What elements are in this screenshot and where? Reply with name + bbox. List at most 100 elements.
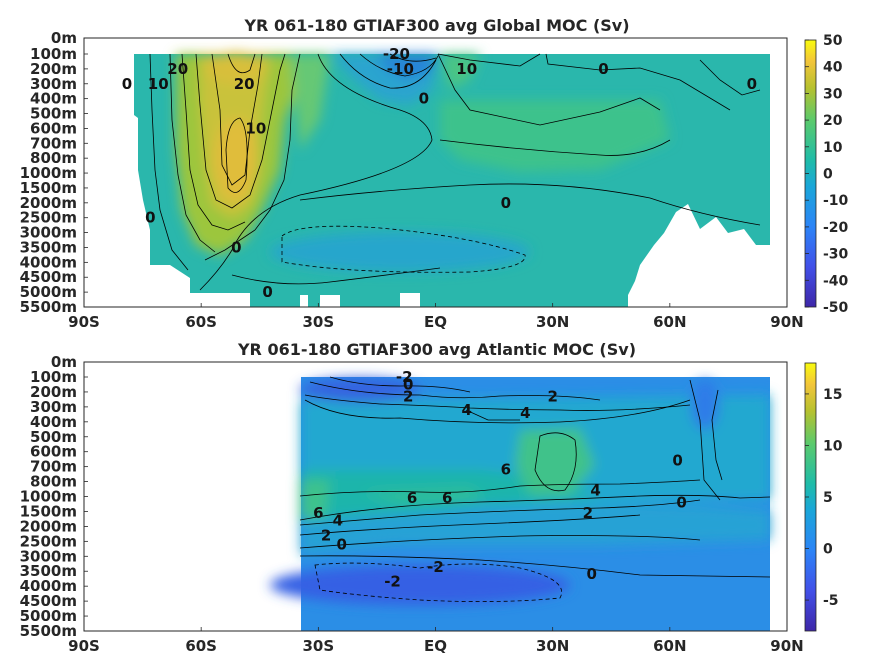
contour-label: -2	[384, 573, 401, 591]
y-tick-label: 1000m	[20, 164, 77, 182]
global-y-ticks: 0m100m200m300m400m500m600m700m800m1000m1…	[20, 29, 88, 316]
x-tick-label: 60S	[185, 313, 217, 331]
y-tick-label: 300m	[30, 75, 77, 93]
y-tick-label: 100m	[30, 45, 77, 63]
contour-label: -2	[396, 368, 413, 386]
y-tick-label: 2500m	[20, 209, 77, 227]
y-tick-label: 700m	[30, 134, 77, 152]
colorbar-tick-label: -50	[823, 300, 849, 316]
y-tick-label: 1500m	[20, 179, 77, 197]
contour-label: 10	[456, 60, 477, 78]
y-tick-label: 3500m	[20, 238, 77, 256]
contour-label: 6	[442, 489, 452, 507]
contour-label: 2	[583, 504, 593, 522]
colorbar-tick-label: 0	[823, 167, 833, 183]
y-tick-label: 300m	[30, 398, 77, 416]
y-tick-label: 2000m	[20, 517, 77, 535]
colorbar-tick-label: -5	[823, 593, 839, 609]
y-tick-label: 4000m	[20, 253, 77, 271]
y-tick-label: 3500m	[20, 562, 77, 580]
contour-label: 4	[590, 482, 600, 500]
y-tick-label: 2500m	[20, 532, 77, 550]
x-tick-label: 60S	[185, 637, 217, 655]
contour-label: 0	[672, 452, 682, 470]
contour-label: 0	[122, 75, 132, 93]
global-colorbar-ticks: 50 40 30 20 10 0 -10 -20 -30 -40 -50	[805, 33, 849, 316]
contour-label: 6	[407, 489, 417, 507]
atlantic-x-ticks: 90S 60S 30S EQ 30N 60N 90N	[68, 627, 804, 655]
y-tick-label: 5500m	[20, 622, 77, 640]
contour-label: 0	[145, 209, 155, 227]
atlantic-title: YR 061-180 GTIAF300 avg Atlantic MOC (Sv…	[237, 340, 636, 359]
atlantic-colorbar-ticks: 15 10 5 0 -5	[805, 387, 843, 609]
colorbar-tick-label: 50	[823, 33, 843, 49]
contour-label: 10	[148, 75, 169, 93]
colorbar-tick-label: 40	[823, 60, 843, 76]
y-tick-label: 3000m	[20, 224, 77, 242]
y-tick-label: 700m	[30, 458, 77, 476]
y-tick-label: 500m	[30, 428, 77, 446]
contour-label: 4	[333, 511, 343, 529]
global-field	[134, 52, 770, 307]
y-tick-label: 1500m	[20, 502, 77, 520]
contour-label: 0	[419, 90, 429, 108]
y-tick-label: 0m	[51, 353, 77, 371]
x-tick-label: EQ	[424, 637, 447, 655]
y-tick-label: 4000m	[20, 577, 77, 595]
colorbar-tick-label: -30	[823, 247, 849, 263]
colorbar-tick-label: -20	[823, 220, 849, 236]
y-tick-label: 5000m	[20, 283, 77, 301]
y-tick-label: 100m	[30, 368, 77, 386]
y-tick-label: 2000m	[20, 194, 77, 212]
contour-label: 0	[337, 535, 347, 553]
y-tick-label: 800m	[30, 473, 77, 491]
y-tick-label: 0m	[51, 29, 77, 47]
colorbar-tick-label: 30	[823, 86, 843, 102]
y-tick-label: 3000m	[20, 547, 77, 565]
colorbar-tick-label: 10	[823, 438, 843, 454]
x-tick-label: 30S	[302, 637, 334, 655]
x-tick-label: 90S	[68, 637, 100, 655]
x-tick-label: 60N	[653, 313, 686, 331]
y-tick-label: 200m	[30, 383, 77, 401]
y-tick-label: 1000m	[20, 488, 77, 506]
contour-label: 2	[547, 387, 557, 405]
y-tick-label: 4500m	[20, 592, 77, 610]
contour-label: 2	[403, 387, 413, 405]
contour-label: -2	[427, 558, 444, 576]
contour-label: -20	[383, 45, 410, 63]
y-tick-label: 800m	[30, 149, 77, 167]
colorbar-tick-label: 0	[823, 542, 833, 558]
contour-label: 2	[321, 526, 331, 544]
atlantic-y-ticks: 0m100m200m300m400m500m600m700m800m1000m1…	[20, 353, 88, 640]
colorbar-tick-label: 15	[823, 387, 842, 403]
y-tick-label: 200m	[30, 60, 77, 78]
contour-label: 6	[313, 504, 323, 522]
contour-label: 10	[245, 119, 266, 137]
contour-label: 4	[520, 404, 530, 422]
contour-label: 0	[231, 238, 241, 256]
contour-label: 0	[587, 565, 597, 583]
global-x-ticks: 90S 60S 30S EQ 30N 60N 90N	[68, 303, 804, 331]
y-tick-label: 400m	[30, 90, 77, 108]
x-tick-label: 30N	[536, 637, 569, 655]
y-tick-label: 600m	[30, 443, 77, 461]
colorbar-tick-label: -40	[823, 273, 849, 289]
y-tick-label: 5000m	[20, 607, 77, 625]
y-tick-label: 5500m	[20, 298, 77, 316]
y-tick-label: 500m	[30, 105, 77, 123]
x-tick-label: 90S	[68, 313, 100, 331]
global-title: YR 061-180 GTIAF300 avg Global MOC (Sv)	[243, 16, 629, 35]
x-tick-label: 90N	[770, 313, 803, 331]
contour-label: 0	[501, 194, 511, 212]
colorbar-tick-label: -10	[823, 193, 849, 209]
contour-label: 20	[167, 60, 188, 78]
contour-label: 6	[501, 461, 511, 479]
atlantic-field	[270, 377, 770, 631]
y-tick-label: 400m	[30, 413, 77, 431]
atlantic-contours	[299, 376, 771, 602]
x-tick-label: 30N	[536, 313, 569, 331]
